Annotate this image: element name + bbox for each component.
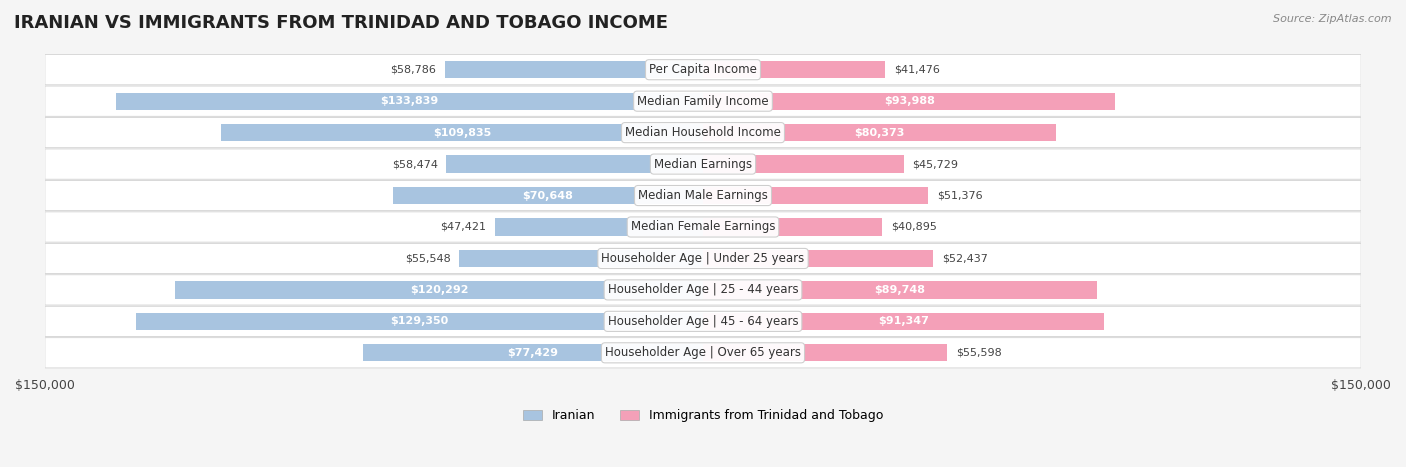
Text: Householder Age | Over 65 years: Householder Age | Over 65 years: [605, 347, 801, 359]
Text: $133,839: $133,839: [380, 96, 439, 106]
Bar: [703, 92, 1115, 110]
FancyBboxPatch shape: [45, 118, 1361, 148]
Text: Per Capita Income: Per Capita Income: [650, 63, 756, 76]
Text: $70,648: $70,648: [523, 191, 574, 200]
Text: $93,988: $93,988: [884, 96, 935, 106]
Text: Householder Age | 25 - 44 years: Householder Age | 25 - 44 years: [607, 283, 799, 297]
Bar: [460, 250, 703, 267]
FancyBboxPatch shape: [45, 243, 1361, 274]
Legend: Iranian, Immigrants from Trinidad and Tobago: Iranian, Immigrants from Trinidad and To…: [517, 404, 889, 427]
Text: $55,598: $55,598: [956, 348, 1001, 358]
Text: Median Male Earnings: Median Male Earnings: [638, 189, 768, 202]
Bar: [446, 61, 703, 78]
Text: $120,292: $120,292: [411, 285, 468, 295]
Text: $58,786: $58,786: [391, 65, 436, 75]
Text: $58,474: $58,474: [392, 159, 437, 169]
Bar: [703, 313, 1104, 330]
Text: $52,437: $52,437: [942, 254, 987, 263]
Text: $41,476: $41,476: [894, 65, 939, 75]
Bar: [703, 219, 883, 236]
Text: Median Earnings: Median Earnings: [654, 157, 752, 170]
Bar: [703, 281, 1097, 298]
Text: $45,729: $45,729: [912, 159, 959, 169]
Bar: [703, 61, 884, 78]
Text: $89,748: $89,748: [875, 285, 925, 295]
FancyBboxPatch shape: [45, 306, 1361, 336]
Text: $129,350: $129,350: [389, 316, 449, 326]
Bar: [703, 344, 946, 361]
Text: Median Family Income: Median Family Income: [637, 95, 769, 108]
FancyBboxPatch shape: [45, 180, 1361, 211]
Bar: [115, 92, 703, 110]
Bar: [135, 313, 703, 330]
Text: $40,895: $40,895: [891, 222, 936, 232]
Text: Median Household Income: Median Household Income: [626, 126, 780, 139]
Bar: [221, 124, 703, 142]
Bar: [176, 281, 703, 298]
Text: $77,429: $77,429: [508, 348, 558, 358]
Bar: [703, 156, 904, 173]
Bar: [703, 250, 934, 267]
Text: Median Female Earnings: Median Female Earnings: [631, 220, 775, 234]
Text: $55,548: $55,548: [405, 254, 450, 263]
Text: $91,347: $91,347: [877, 316, 929, 326]
Bar: [363, 344, 703, 361]
Text: Source: ZipAtlas.com: Source: ZipAtlas.com: [1274, 14, 1392, 24]
Bar: [703, 124, 1056, 142]
Text: $47,421: $47,421: [440, 222, 486, 232]
FancyBboxPatch shape: [45, 338, 1361, 368]
Bar: [447, 156, 703, 173]
Bar: [703, 187, 928, 204]
FancyBboxPatch shape: [45, 149, 1361, 179]
Text: $109,835: $109,835: [433, 127, 491, 138]
Bar: [495, 219, 703, 236]
FancyBboxPatch shape: [45, 55, 1361, 85]
Text: $80,373: $80,373: [853, 127, 904, 138]
Text: IRANIAN VS IMMIGRANTS FROM TRINIDAD AND TOBAGO INCOME: IRANIAN VS IMMIGRANTS FROM TRINIDAD AND …: [14, 14, 668, 32]
FancyBboxPatch shape: [45, 212, 1361, 242]
FancyBboxPatch shape: [45, 86, 1361, 116]
FancyBboxPatch shape: [45, 275, 1361, 305]
Text: Householder Age | 45 - 64 years: Householder Age | 45 - 64 years: [607, 315, 799, 328]
Bar: [394, 187, 703, 204]
Text: $51,376: $51,376: [938, 191, 983, 200]
Text: Householder Age | Under 25 years: Householder Age | Under 25 years: [602, 252, 804, 265]
